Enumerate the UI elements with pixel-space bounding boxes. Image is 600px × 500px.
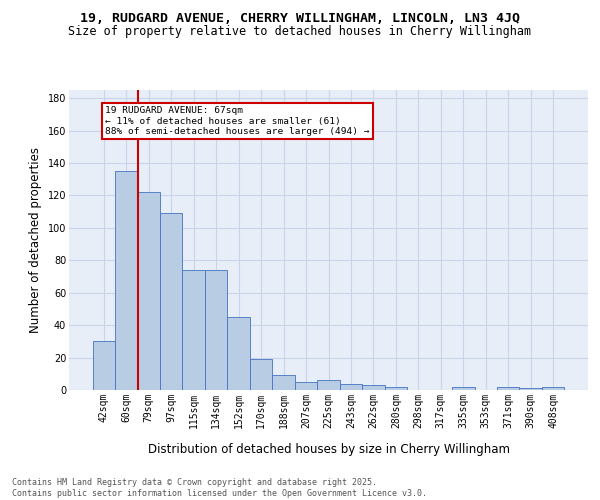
Bar (520, 388, 542, 390)
Text: Size of property relative to detached houses in Cherry Willingham: Size of property relative to detached ho… (68, 25, 532, 38)
Text: Contains HM Land Registry data © Crown copyright and database right 2025.
Contai: Contains HM Land Registry data © Crown c… (12, 478, 427, 498)
Bar (452, 387, 475, 390)
Bar (227, 317, 250, 390)
Text: Distribution of detached houses by size in Cherry Willingham: Distribution of detached houses by size … (148, 442, 510, 456)
Bar (340, 384, 362, 390)
Bar (272, 376, 295, 390)
Bar (205, 270, 227, 390)
Bar (295, 382, 317, 390)
Bar (92, 342, 115, 390)
Bar (497, 387, 520, 390)
Bar (182, 270, 205, 390)
Bar (160, 213, 182, 390)
Text: 19, RUDGARD AVENUE, CHERRY WILLINGHAM, LINCOLN, LN3 4JQ: 19, RUDGARD AVENUE, CHERRY WILLINGHAM, L… (80, 12, 520, 26)
Bar (362, 385, 385, 390)
Bar (317, 380, 340, 390)
Bar (542, 387, 565, 390)
Bar (250, 359, 272, 390)
Text: 19 RUDGARD AVENUE: 67sqm
← 11% of detached houses are smaller (61)
88% of semi-d: 19 RUDGARD AVENUE: 67sqm ← 11% of detach… (105, 106, 370, 136)
Bar (385, 387, 407, 390)
Y-axis label: Number of detached properties: Number of detached properties (29, 147, 42, 333)
Bar (137, 192, 160, 390)
Bar (115, 171, 137, 390)
